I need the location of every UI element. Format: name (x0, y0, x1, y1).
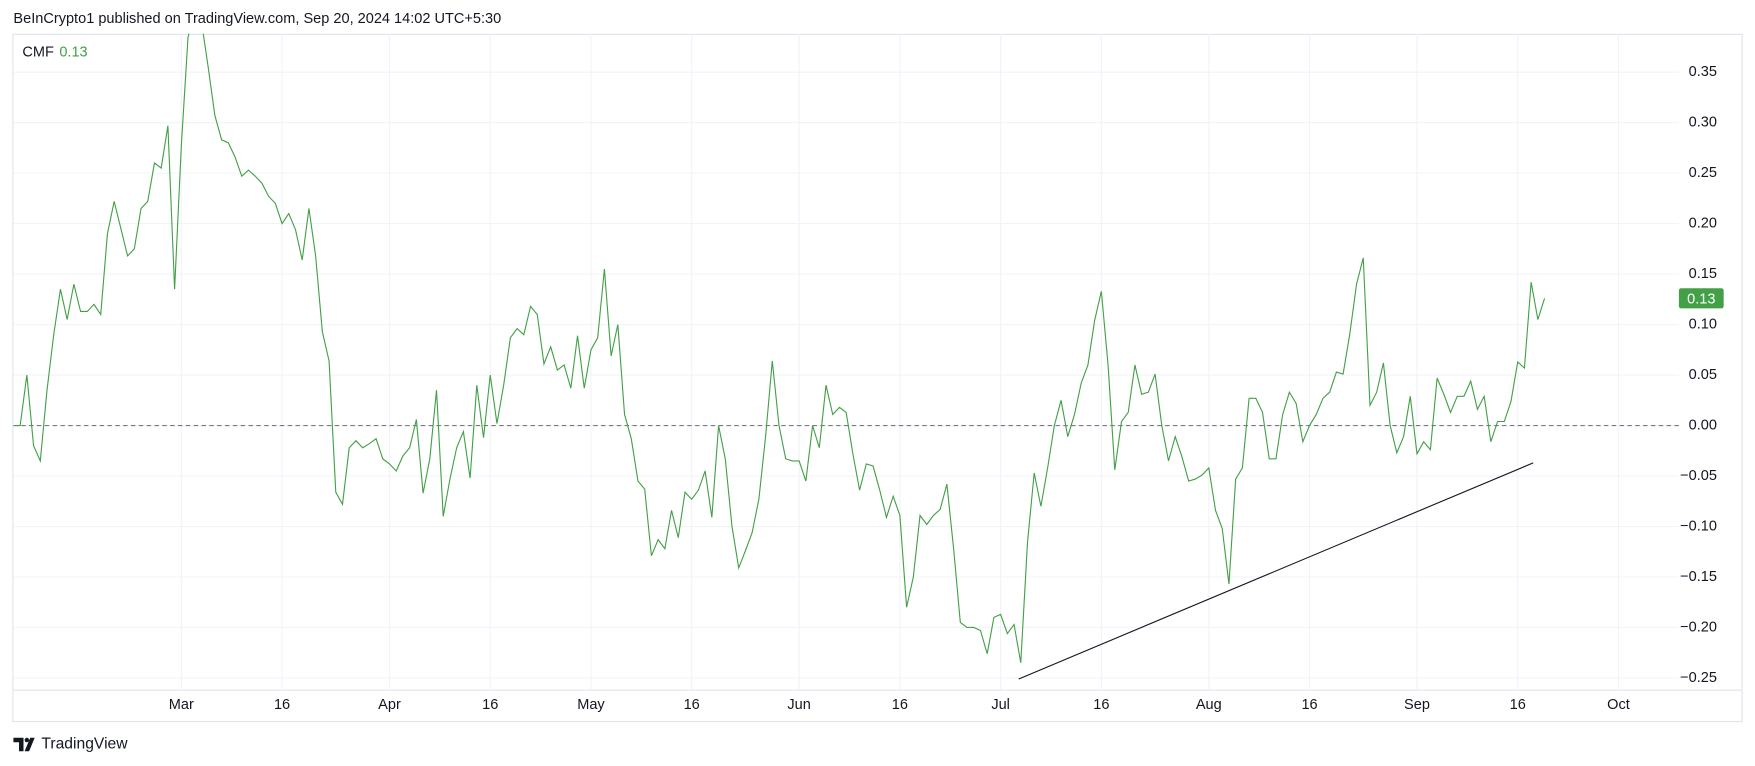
y-tick-label: −0.05 (1680, 468, 1717, 484)
y-tick-label: 0.15 (1689, 266, 1717, 282)
trend-line (1018, 462, 1534, 680)
legend-value: 0.13 (59, 45, 87, 61)
x-tick-label: 16 (684, 697, 700, 713)
x-tick-label: 16 (482, 697, 498, 713)
y-tick-label: 0.10 (1689, 316, 1717, 332)
y-tick-label: −0.20 (1680, 619, 1717, 635)
x-tick-label: Oct (1607, 697, 1630, 713)
x-tick-label: Jul (991, 697, 1010, 713)
y-tick-label: −0.25 (1680, 670, 1717, 686)
y-tick-label: 0.05 (1689, 367, 1717, 383)
cmf-line (13, 33, 1546, 663)
x-tick-label: 16 (1510, 697, 1526, 713)
x-tick-label: 16 (892, 697, 908, 713)
y-tick-label: 0.30 (1689, 114, 1717, 130)
y-tick-label: −0.10 (1680, 518, 1717, 534)
grid (13, 33, 1679, 690)
x-tick-label: 16 (274, 697, 290, 713)
tradingview-logo (13, 737, 35, 752)
header-text: BeInCrypto1 published on TradingView.com… (13, 11, 501, 27)
y-tick-label: 0.35 (1689, 64, 1717, 80)
axes: 0.35 0.30 0.25 0.20 0.15 0.10 0.05 0.00 −0.05 −0.… (169, 64, 1724, 713)
plot-area (13, 33, 1679, 680)
last-value-label: 0.13 (1687, 291, 1715, 307)
y-tick-label: −0.15 (1680, 569, 1717, 585)
x-tick-label: Sep (1404, 697, 1430, 713)
x-tick-label: 16 (1093, 697, 1109, 713)
legend-name: CMF (22, 45, 54, 61)
y-tick-label: 0.20 (1689, 215, 1717, 231)
x-tick-label: May (577, 697, 605, 713)
y-tick-label: 0.25 (1689, 165, 1717, 181)
x-tick-label: Jun (787, 697, 810, 713)
chart-frame (12, 33, 1743, 723)
last-value-badge (1678, 288, 1724, 309)
x-tick-label: Mar (169, 697, 194, 713)
footer-brand: TradingView (41, 736, 128, 753)
x-tick-label: 16 (1301, 697, 1317, 713)
x-tick-label: Aug (1196, 697, 1222, 713)
x-tick-label: Apr (378, 697, 401, 713)
y-tick-label: 0.00 (1689, 417, 1717, 433)
